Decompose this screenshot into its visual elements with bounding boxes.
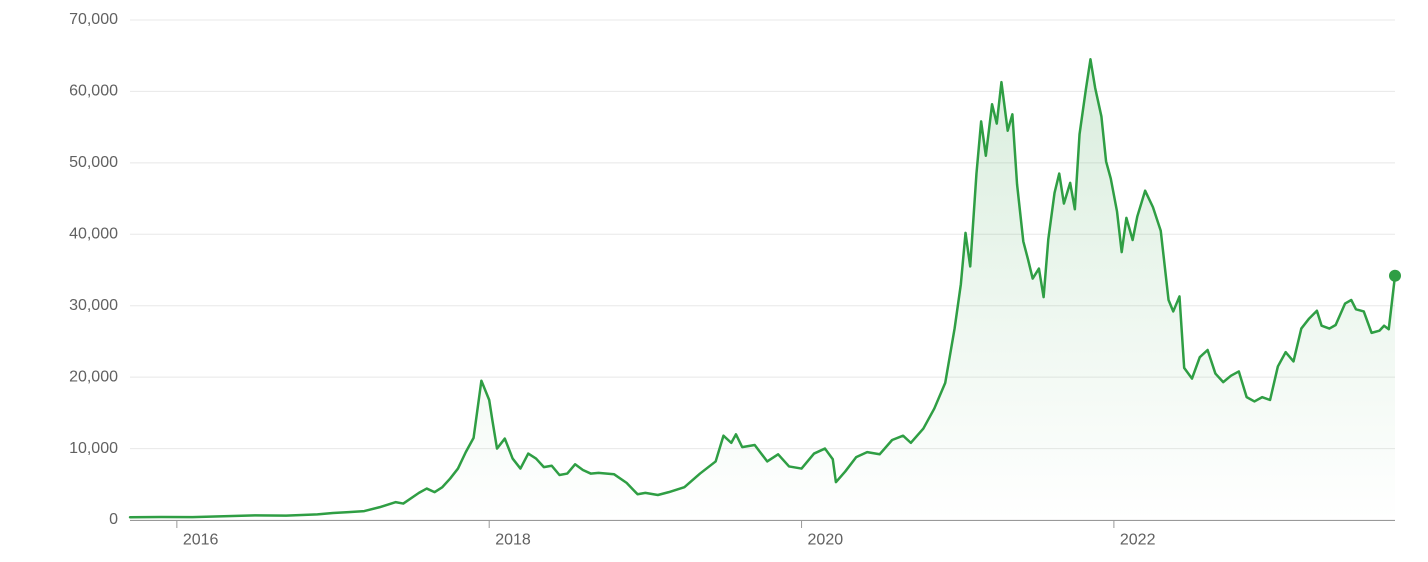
y-axis-label: 30,000 (69, 297, 118, 314)
y-axis-label: 20,000 (69, 368, 118, 385)
price-chart: 0 10,000 20,000 30,000 40,000 50,000 60,000 70,… (0, 0, 1428, 562)
y-axis-label: 0 (109, 511, 118, 528)
y-axis-label: 50,000 (69, 154, 118, 171)
chart-svg: 0 10,000 20,000 30,000 40,000 50,000 60,000 70,… (0, 0, 1428, 562)
x-axis-label: 2022 (1120, 531, 1156, 548)
y-axis-label: 40,000 (69, 226, 118, 243)
x-axis-label: 2018 (495, 531, 531, 548)
x-axis-label: 2020 (808, 531, 844, 548)
y-axis-label: 70,000 (69, 11, 118, 28)
x-axis-label: 2016 (183, 531, 219, 548)
y-axis-label: 60,000 (69, 83, 118, 100)
end-point-dot (1389, 270, 1401, 282)
y-axis-label: 10,000 (69, 440, 118, 457)
